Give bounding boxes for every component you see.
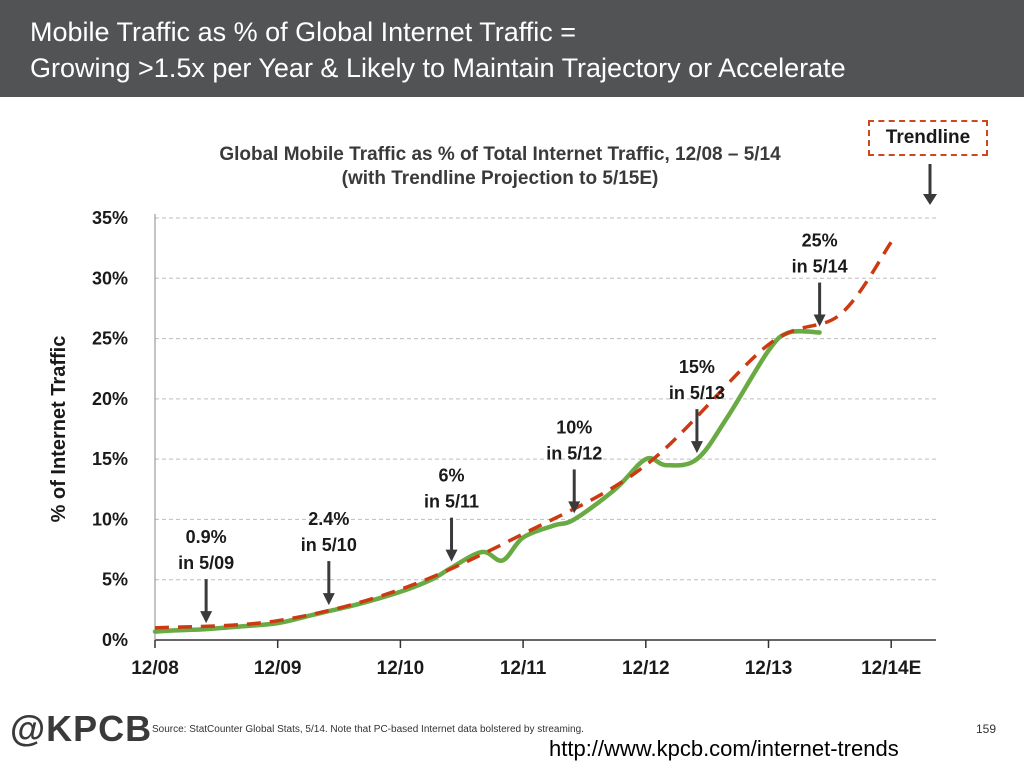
y-tick-label: 35%: [92, 208, 128, 228]
y-tick-label: 20%: [92, 389, 128, 409]
annotation-arrow-head: [322, 593, 335, 606]
x-tick-label: 12/09: [254, 658, 302, 679]
x-tick-label: 12/10: [377, 658, 425, 679]
trendline-label-box: Trendline: [868, 120, 988, 156]
trendline-arrow-head: [923, 194, 937, 205]
y-tick-label: 0%: [102, 630, 128, 650]
source-note: Source: StatCounter Global Stats, 5/14. …: [152, 724, 584, 735]
annotation-date: in 5/13: [669, 383, 725, 403]
y-tick-label: 15%: [92, 449, 128, 469]
source-url: http://www.kpcb.com/internet-trends: [549, 736, 899, 761]
annotation-date: in 5/09: [178, 553, 234, 573]
mobile-traffic-series: [152, 328, 822, 634]
chart-title: Global Mobile Traffic as % of Total Inte…: [219, 144, 781, 165]
annotation-date: in 5/11: [424, 492, 479, 512]
x-tick-label: 12/12: [622, 658, 670, 679]
x-tick-label: 12/08: [131, 658, 179, 679]
trendline-series: [154, 241, 893, 630]
slide-title-line-2: Growing >1.5x per Year & Likely to Maint…: [30, 53, 846, 83]
slide-header: Mobile Traffic as % of Global Internet T…: [0, 0, 1024, 97]
y-tick-label: 5%: [102, 570, 128, 590]
annotation-value: 10%: [556, 417, 592, 437]
y-tick-label: 30%: [92, 268, 128, 288]
annotation-arrow-head: [568, 501, 581, 514]
x-tick-label: 12/11: [500, 658, 547, 679]
annotation-value: 25%: [802, 231, 838, 251]
annotation-date: in 5/10: [301, 535, 357, 555]
annotation-value: 15%: [679, 357, 715, 377]
y-tick-label: 25%: [92, 329, 128, 349]
y-tick-label: 10%: [92, 509, 128, 529]
annotation-arrow-head: [690, 441, 703, 454]
x-tick-label: 12/13: [745, 658, 793, 679]
kpcb-logo: @KPCB: [10, 708, 153, 749]
chart-subtitle: (with Trendline Projection to 5/15E): [341, 168, 659, 189]
page-number: 159: [976, 722, 997, 736]
x-tick-label: 12/14E: [861, 658, 921, 679]
annotation-date: in 5/12: [546, 443, 602, 463]
slide-title-line-1: Mobile Traffic as % of Global Internet T…: [30, 17, 577, 47]
annotation-arrow-head: [445, 549, 458, 562]
annotation-date: in 5/14: [792, 257, 848, 277]
annotation-value: 2.4%: [308, 509, 349, 529]
annotation-arrow-head: [813, 314, 826, 327]
annotation-arrow-head: [200, 611, 213, 624]
annotation-value: 6%: [439, 466, 465, 486]
annotation-value: 0.9%: [186, 527, 227, 547]
